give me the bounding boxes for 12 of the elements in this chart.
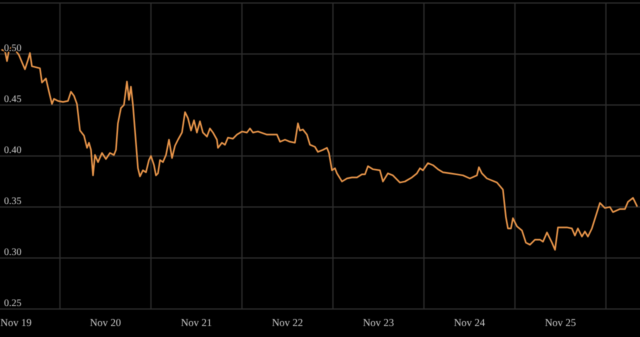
y-tick-label: 0.30: [4, 247, 22, 258]
y-tick-label: 0.45: [4, 94, 22, 105]
y-tick-label: 0.25: [4, 298, 22, 309]
x-tick-label: Nov 20: [90, 318, 122, 329]
x-tick-label: Nov 21: [180, 318, 212, 329]
x-tick-label: Nov 25: [544, 318, 576, 329]
y-tick-label: 0.40: [4, 145, 22, 156]
x-tick-label: Nov 22: [272, 318, 304, 329]
x-tick-label: Nov 19: [0, 318, 32, 329]
x-tick-label: Nov 23: [362, 318, 394, 329]
x-tick-label: Nov 24: [454, 318, 486, 329]
y-tick-label: 0.35: [4, 196, 22, 207]
